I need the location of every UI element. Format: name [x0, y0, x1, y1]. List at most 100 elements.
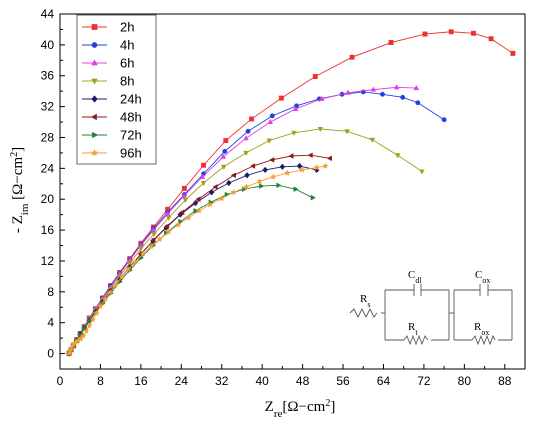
data-point	[118, 273, 126, 281]
legend-marker	[91, 24, 98, 30]
data-point	[101, 295, 109, 303]
data-point	[184, 214, 192, 221]
data-point	[192, 199, 199, 207]
data-point	[388, 40, 394, 46]
data-point	[326, 155, 332, 162]
data-point	[200, 181, 207, 187]
legend-marker	[91, 95, 98, 103]
data-point	[267, 118, 274, 125]
y-tick-label: 44	[41, 7, 55, 21]
data-point	[156, 235, 163, 243]
x-tick-label: 40	[255, 374, 269, 388]
data-point	[266, 138, 273, 144]
x-tick-label: 72	[417, 374, 431, 388]
data-point	[284, 169, 291, 176]
data-point	[349, 54, 355, 60]
data-point	[243, 135, 249, 141]
y-tick-label: 12	[41, 254, 55, 268]
x-tick-label: 16	[134, 374, 148, 388]
y-tick-label: 28	[41, 130, 55, 144]
legend-label: 2h	[120, 20, 134, 35]
rox-resistor	[471, 334, 496, 346]
legend-marker	[91, 78, 98, 85]
legend-box	[76, 14, 157, 165]
block1-frame	[384, 289, 450, 341]
equivalent-circuit-inset	[349, 284, 513, 346]
y-tick-label: 0	[47, 347, 54, 361]
data-point	[318, 95, 325, 101]
data-point	[369, 137, 376, 143]
x-axis-ticks: 0 8 16 24 32 40 48 56 64 72 80 88	[57, 364, 512, 388]
legend-item-6h: 6h	[82, 56, 134, 71]
data-point	[165, 228, 173, 235]
data-point	[89, 316, 97, 323]
series-72h	[67, 182, 316, 357]
cdl-label: Cdl	[408, 269, 422, 285]
x-tick-label: 80	[458, 374, 472, 388]
circuit-labels: Rs Cdl Rt Cox Rox	[360, 269, 490, 337]
data-point	[147, 242, 155, 250]
series-line	[68, 165, 317, 354]
legend-label: 6h	[120, 56, 134, 71]
legend-item-24h: 24h	[82, 92, 142, 107]
x-tick-label: 64	[377, 374, 391, 388]
x-tick-label: 48	[296, 374, 310, 388]
plot-frame	[59, 13, 526, 370]
data-point	[510, 50, 516, 56]
chart-legend: 2h 4h 6h 8h 24h 48h 72h 96h	[76, 14, 157, 165]
legend-marker	[91, 42, 98, 48]
data-point	[312, 74, 318, 79]
data-point	[223, 138, 229, 144]
data-point	[220, 164, 227, 170]
legend-marker	[90, 113, 97, 121]
data-point	[79, 332, 87, 339]
data-point	[206, 201, 214, 208]
data-point	[106, 289, 114, 296]
data-point	[441, 117, 447, 123]
data-point	[317, 126, 324, 133]
block2-frame	[453, 289, 513, 341]
legend-marker	[90, 148, 99, 157]
data-point	[488, 36, 494, 42]
data-point	[276, 182, 282, 189]
data-point	[212, 184, 218, 190]
x-axis-title: Zre[Ω−cm2]	[265, 398, 336, 421]
x-tick-label: 88	[498, 374, 512, 388]
data-point	[67, 345, 75, 352]
legend-marker	[91, 59, 98, 66]
data-point	[82, 327, 90, 335]
data-point	[87, 318, 93, 324]
data-point	[124, 265, 132, 273]
x-tick-label: 24	[175, 374, 189, 388]
data-point	[380, 91, 385, 97]
data-point	[400, 94, 406, 100]
data-point	[269, 157, 275, 163]
data-point	[249, 116, 255, 122]
data-point	[244, 172, 250, 179]
legend-item-96h: 96h	[82, 146, 142, 161]
data-point	[279, 163, 286, 171]
data-point	[182, 197, 189, 204]
rox-label: Rox	[474, 321, 489, 337]
data-point	[222, 148, 228, 154]
data-point	[77, 335, 85, 342]
series-line	[68, 154, 330, 354]
legend-label: 8h	[120, 74, 134, 89]
data-point	[291, 130, 297, 137]
legend-label: 96h	[120, 146, 142, 161]
y-tick-label: 16	[41, 223, 55, 237]
data-point	[262, 166, 268, 174]
data-point	[97, 302, 104, 310]
series-24h	[66, 162, 320, 357]
data-point	[201, 162, 206, 168]
series-line	[68, 184, 313, 354]
legend-item-48h: 48h	[82, 110, 142, 125]
legend-marker	[92, 131, 99, 139]
data-point	[298, 166, 306, 173]
data-point	[165, 215, 172, 221]
data-point	[419, 169, 425, 175]
data-point	[199, 173, 206, 179]
data-point	[112, 281, 119, 288]
data-point	[131, 258, 139, 265]
cox-capacitor	[479, 284, 489, 296]
